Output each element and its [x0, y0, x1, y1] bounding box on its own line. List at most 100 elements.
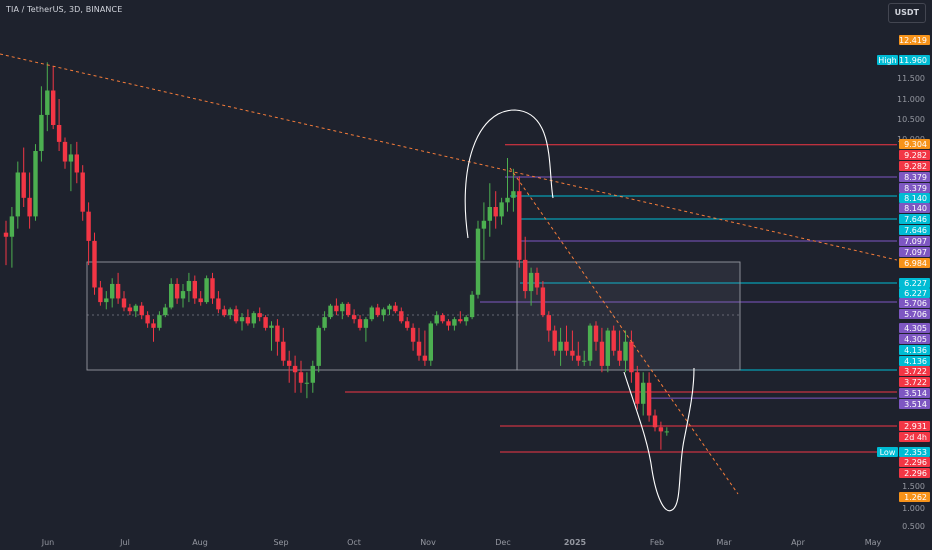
- price-label-text: 9.304: [904, 140, 927, 149]
- chart-title: TIA / TetherUS, 3D, BINANCE: [6, 5, 123, 14]
- price-label-text: 6.227: [904, 279, 927, 288]
- candle-body: [216, 298, 221, 310]
- candle-body: [151, 323, 156, 328]
- candle-body: [281, 341, 286, 361]
- price-label: [899, 193, 930, 203]
- price-label-text: 5.706: [904, 299, 927, 308]
- price-label-tag: [877, 55, 898, 65]
- candle-body: [163, 307, 168, 316]
- price-label: [899, 447, 930, 457]
- price-label-text: 9.282: [904, 162, 927, 171]
- candle-body: [552, 330, 557, 351]
- price-label-text: 6.984: [904, 259, 927, 268]
- y-axis-tick: 11.500: [897, 74, 925, 83]
- candle-body: [652, 415, 658, 428]
- candle-body: [251, 313, 256, 324]
- price-label: [899, 214, 930, 224]
- price-label-text: 4.305: [904, 335, 927, 344]
- candle-body: [275, 325, 280, 342]
- currency-button[interactable]: USDT: [887, 3, 926, 23]
- candle-body: [570, 350, 575, 356]
- price-label: [899, 258, 930, 268]
- price-label: [899, 309, 930, 319]
- price-label-text: 7.646: [904, 226, 927, 235]
- candle-body: [428, 323, 433, 361]
- x-axis-tick: Jun: [41, 538, 55, 547]
- candle-body: [328, 305, 333, 318]
- candle-body: [617, 350, 622, 361]
- price-label: [899, 278, 930, 288]
- x-axis-tick: Sep: [273, 538, 288, 547]
- candle-body: [623, 341, 628, 361]
- price-label: [899, 225, 930, 235]
- candle-body: [564, 341, 569, 351]
- candle-body: [334, 305, 339, 312]
- trendline: [0, 53, 898, 261]
- candle-body: [287, 360, 292, 366]
- candle-body: [340, 303, 345, 312]
- candle-body: [104, 298, 109, 303]
- price-label-text: 12.419: [899, 36, 927, 45]
- candle-body: [576, 355, 581, 361]
- x-axis-tick: Nov: [420, 538, 436, 547]
- candle-body: [599, 341, 605, 366]
- candle-body: [635, 372, 640, 404]
- price-label: [899, 457, 930, 467]
- price-label: [899, 172, 930, 182]
- candle-body: [222, 309, 227, 316]
- y-axis-tick: 10.500: [897, 115, 925, 124]
- price-label: [899, 203, 930, 213]
- candle-body: [228, 309, 233, 316]
- x-axis-tick: Mar: [716, 538, 732, 547]
- price-label: [899, 183, 930, 193]
- price-label-text: 5.706: [904, 310, 927, 319]
- candle-body: [9, 216, 15, 237]
- candle-body: [505, 197, 510, 203]
- y-axis-tick: 0.500: [902, 522, 925, 531]
- candle-body: [452, 319, 457, 326]
- price-label-text: 7.097: [904, 248, 927, 257]
- candle-body: [399, 311, 404, 322]
- candle-body: [51, 90, 56, 125]
- candle-body: [481, 220, 487, 229]
- x-axis-tick: May: [865, 538, 882, 547]
- candle-body: [387, 305, 392, 310]
- candle-body: [310, 365, 315, 383]
- price-label-text: 3.514: [904, 400, 927, 409]
- candle-body: [74, 154, 79, 173]
- price-label: [899, 366, 930, 376]
- candle-body: [180, 291, 186, 299]
- candle-body: [517, 191, 522, 260]
- candle-body: [27, 197, 32, 217]
- x-axis-tick: Apr: [791, 538, 806, 547]
- price-label: [899, 399, 930, 409]
- candle-body: [3, 232, 9, 237]
- candle-body: [464, 317, 469, 322]
- candle-body: [92, 240, 97, 288]
- price-label: [899, 334, 930, 344]
- candle-body: [410, 327, 416, 342]
- price-label: [899, 468, 930, 478]
- price-label-text: 11.960: [899, 56, 927, 65]
- candle-body: [369, 307, 374, 320]
- candle-body: [269, 325, 274, 328]
- price-label: [899, 432, 930, 442]
- candle-body: [469, 294, 475, 318]
- price-label-text: 8.379: [904, 184, 927, 193]
- price-label: [899, 161, 930, 171]
- price-label-text: 2.931: [904, 422, 927, 431]
- price-label-text: 3.514: [904, 389, 927, 398]
- candle-body: [257, 313, 262, 318]
- price-label: [899, 421, 930, 431]
- range-box: [516, 261, 741, 371]
- candle-body: [110, 283, 115, 299]
- candle-body: [381, 309, 386, 316]
- candle-body: [446, 321, 451, 326]
- price-label: [899, 377, 930, 387]
- price-label-text: 4.305: [904, 324, 927, 333]
- candle-body: [174, 283, 180, 299]
- candle-body: [304, 382, 310, 384]
- candle-body: [80, 172, 85, 212]
- price-label-text: 9.282: [904, 151, 927, 160]
